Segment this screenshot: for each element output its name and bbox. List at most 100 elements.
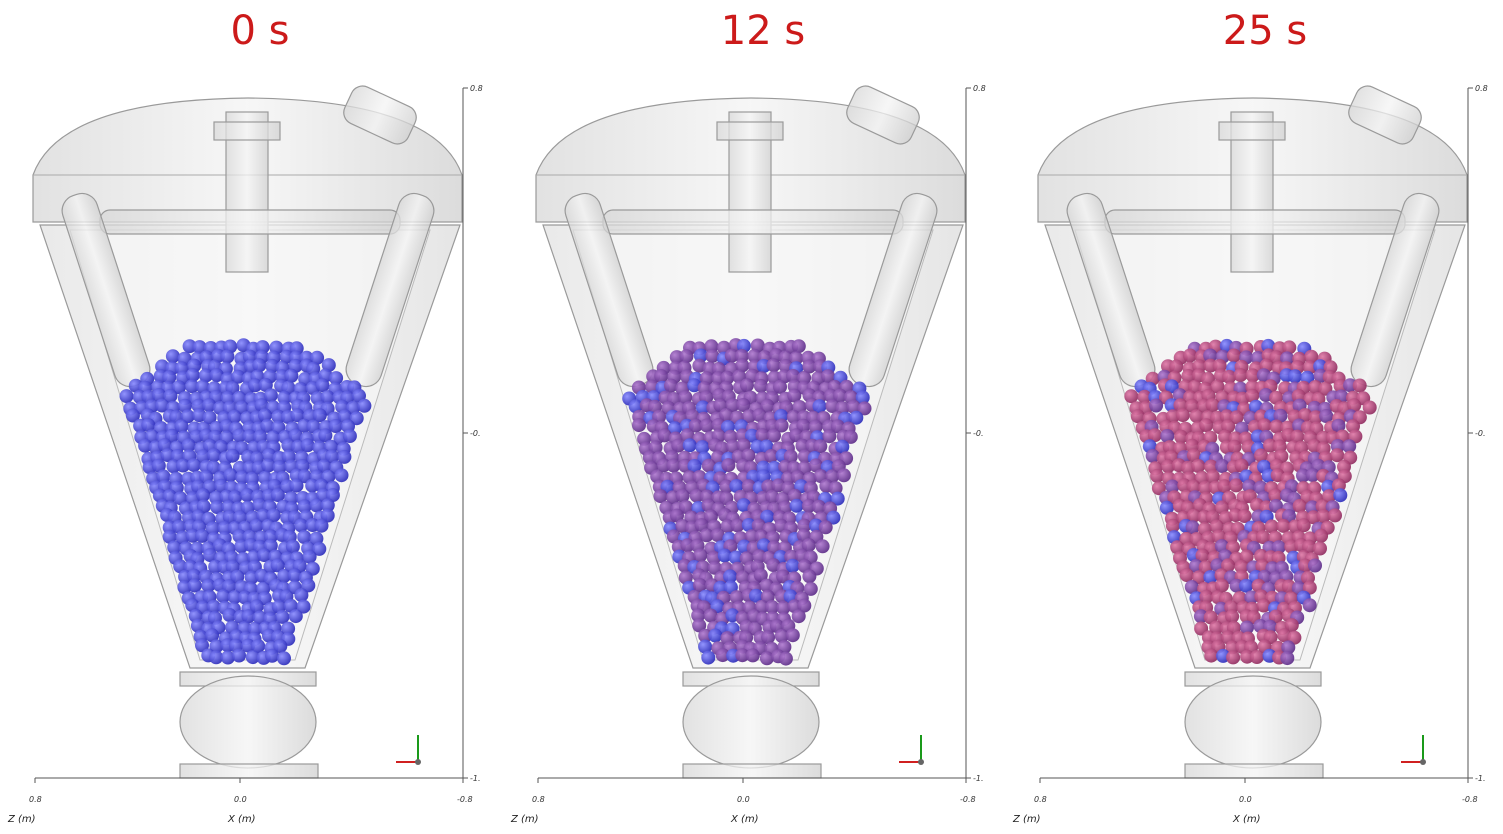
particle [698,628,713,643]
particle [187,578,202,593]
particle [715,648,730,663]
particle [1229,410,1244,425]
particle [162,370,177,385]
particle [297,499,312,514]
arm [602,209,904,235]
particle [125,408,140,423]
particle [679,349,694,364]
particle [173,559,188,574]
particle [1234,458,1249,473]
particle [1186,448,1201,463]
particle [708,628,723,643]
particle [693,578,707,593]
right-tick-label: 0.8 [470,84,483,93]
particle [808,419,823,434]
particle [245,650,260,665]
particle [206,599,221,614]
particle [220,349,235,364]
particle [721,458,736,473]
particle [670,508,684,523]
particle [719,408,734,422]
particle [1145,448,1160,463]
particle [1229,478,1244,493]
particle [329,371,344,386]
particle [725,439,740,454]
particle [249,518,264,533]
particle [334,468,349,483]
particle [301,578,316,593]
particle [195,638,209,653]
particle [232,428,247,443]
particle [1233,368,1248,383]
particle [252,610,267,625]
particle [1257,418,1272,433]
particle [247,621,262,636]
particle [277,568,292,583]
particle [182,339,197,354]
particle [736,498,751,513]
particle [288,609,303,624]
particle [294,588,309,603]
particle [241,609,256,624]
particle [1221,558,1236,573]
particle [205,628,220,643]
particle [296,599,311,614]
particle [261,458,276,473]
particle [749,588,763,603]
particle [801,538,816,553]
particle [699,528,714,543]
particle [248,378,263,393]
particle [260,418,275,433]
particle [195,528,210,543]
particle [1256,598,1271,613]
particle [797,370,812,385]
particle [227,590,242,605]
particle [1245,368,1260,383]
particle [826,510,841,525]
particle [240,488,255,502]
particle [657,428,672,443]
particle [776,600,791,615]
particle [786,409,801,424]
particle [1151,481,1166,496]
particle [719,479,734,494]
particle [1203,570,1218,585]
particle [1199,418,1214,433]
bottom-tick-label: 0.8 [29,795,42,804]
port [343,85,417,145]
right-tick-label: 0.8 [973,84,986,93]
particle [302,549,317,564]
particle [1271,540,1286,555]
particle [729,479,744,493]
particle [275,609,290,624]
particle [227,409,242,424]
particles [1124,338,1377,666]
particle [320,390,335,405]
particle [736,398,751,412]
bottom-tick-label: 0.0 [737,795,750,804]
particle [725,398,740,412]
bottom-tick-label: 0.8 [1034,795,1047,804]
triad-origin [1420,759,1426,765]
particle [835,439,850,454]
particle [177,580,192,595]
particle [314,518,329,533]
particle [1305,468,1320,483]
bottom-tick-label: 0.0 [1239,795,1252,804]
particle [320,508,335,523]
particle [766,358,781,373]
particle [1302,598,1317,613]
particle [222,510,237,524]
particle [206,460,221,475]
particle [666,529,681,544]
z-axis-label: Z (m) [7,814,36,825]
particle [765,489,780,504]
particle [1242,479,1257,494]
particle [803,581,818,596]
particle [181,438,196,453]
particle [119,389,134,404]
particle [185,598,200,613]
particle [1187,379,1202,394]
particle [309,498,324,513]
particle [728,550,743,565]
